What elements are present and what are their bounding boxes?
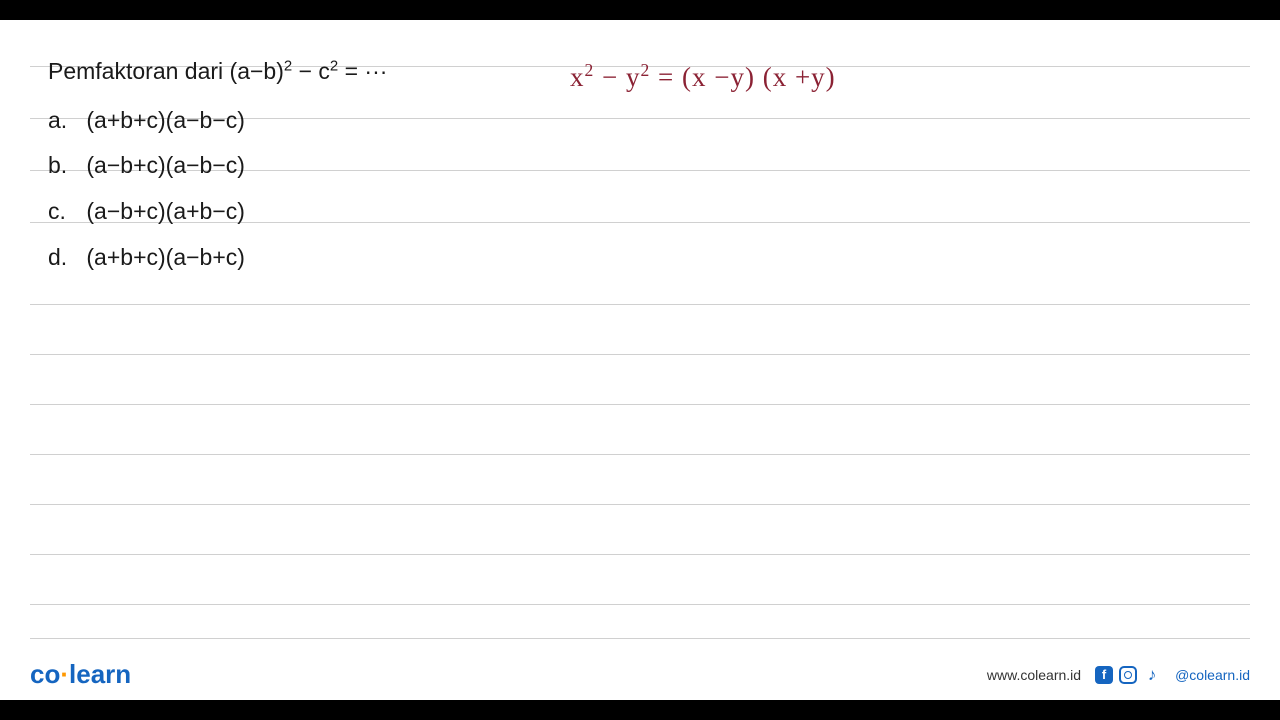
footer: co·learn www.colearn.id f ♪ @colearn.id: [30, 659, 1250, 690]
logo-part2: learn: [69, 659, 131, 689]
letterbox-bottom: [0, 700, 1280, 720]
tiktok-icon: ♪: [1143, 666, 1161, 684]
option-a: a. (a+b+c)(a−b−c): [48, 99, 387, 143]
ruled-line: [30, 554, 1250, 555]
ruled-line: [30, 304, 1250, 305]
question-prompt: Pemfaktoran dari (a−b)2 − c2 = ···: [48, 50, 387, 94]
option-d: d. (a+b+c)(a−b+c): [48, 236, 387, 280]
content-area: Pemfaktoran dari (a−b)2 − c2 = ··· a. (a…: [0, 20, 1280, 700]
social-handle: @colearn.id: [1175, 667, 1250, 683]
ruled-line: [30, 454, 1250, 455]
prompt-prefix: Pemfaktoran dari: [48, 58, 230, 84]
option-value: (a+b+c)(a−b−c): [86, 107, 245, 133]
letterbox-top: [0, 0, 1280, 20]
option-value: (a−b+c)(a+b−c): [86, 198, 245, 224]
ruled-line: [30, 604, 1250, 605]
ruled-line: [30, 504, 1250, 505]
option-label: d.: [48, 236, 80, 280]
option-label: b.: [48, 144, 80, 188]
facebook-icon: f: [1095, 666, 1113, 684]
option-value: (a+b+c)(a−b+c): [86, 244, 245, 270]
social-icons: f ♪: [1095, 666, 1161, 684]
website-url: www.colearn.id: [987, 667, 1081, 683]
handwritten-formula: x2 − y2 = (x −y) (x +y): [570, 60, 836, 93]
option-label: c.: [48, 190, 80, 234]
ruled-line: [30, 404, 1250, 405]
logo: co·learn: [30, 659, 131, 690]
footer-right: www.colearn.id f ♪ @colearn.id: [987, 666, 1250, 684]
prompt-expression: (a−b)2 − c2 = ···: [230, 58, 388, 84]
instagram-icon: [1119, 666, 1137, 684]
ruled-line: [30, 354, 1250, 355]
option-c: c. (a−b+c)(a+b−c): [48, 190, 387, 234]
option-b: b. (a−b+c)(a−b−c): [48, 144, 387, 188]
option-value: (a−b+c)(a−b−c): [86, 152, 245, 178]
ruled-line: [30, 638, 1250, 639]
logo-dot: ·: [60, 659, 69, 689]
question-block: Pemfaktoran dari (a−b)2 − c2 = ··· a. (a…: [48, 50, 387, 281]
logo-part1: co: [30, 659, 60, 689]
option-label: a.: [48, 99, 80, 143]
